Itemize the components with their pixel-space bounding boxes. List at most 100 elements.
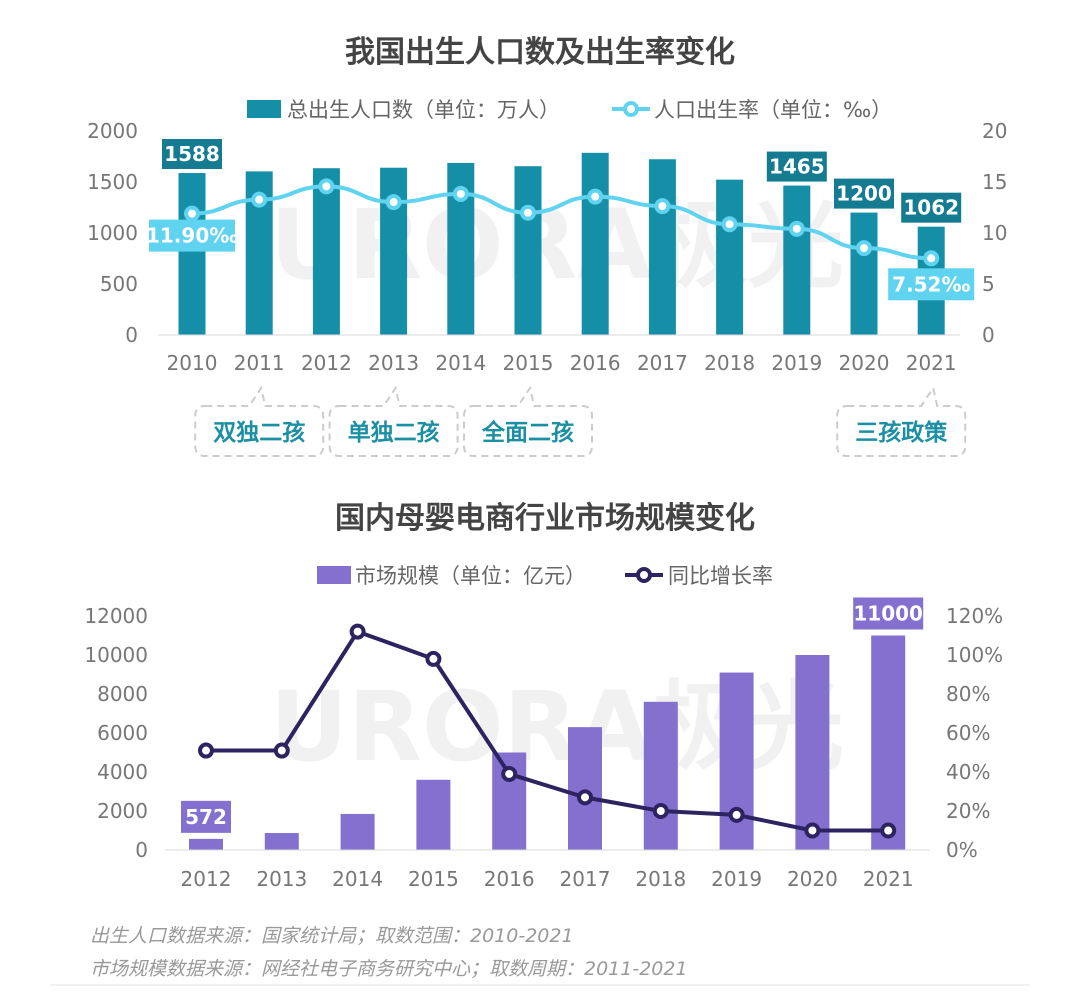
line-label-box <box>888 268 975 301</box>
birth-rate-point <box>385 194 402 211</box>
birth-rate-point <box>923 250 940 267</box>
x-tick-label: 2018 <box>704 351 755 375</box>
x-tick-label: 2013 <box>368 351 419 375</box>
x-tick-label: 2012 <box>181 867 232 891</box>
birth-bars <box>178 152 945 335</box>
right-axis-ticks-1: 0 5 10 15 20 <box>982 119 1007 347</box>
left-tick-label: 4000 <box>97 760 148 784</box>
policy-annotations: 双独二孩 单独二孩 全面二孩 三孩政策 <box>194 385 967 457</box>
bar-value-label: 1588 <box>164 142 220 166</box>
legend-line-label-1: 人口出生率（单位：‰） <box>654 98 892 122</box>
left-tick-label: 6000 <box>97 721 148 745</box>
left-tick-label: 0 <box>135 838 148 862</box>
growth-rate-point <box>577 789 593 806</box>
legend-bar-swatch-1 <box>247 100 281 118</box>
x-tick-label: 2017 <box>560 867 611 891</box>
birth-bar <box>178 173 206 335</box>
right-tick-label: 120% <box>946 604 1003 628</box>
growth-rate-path <box>206 629 889 833</box>
birth-bar <box>648 159 676 335</box>
right-tick-label: 20% <box>946 799 990 823</box>
x-tick-label: 2016 <box>484 867 535 891</box>
x-tick-label: 2021 <box>863 867 914 891</box>
birth-bar <box>380 167 408 335</box>
left-tick-label: 2000 <box>97 799 148 823</box>
left-tick-label: 500 <box>100 272 138 296</box>
x-tick-label: 2013 <box>256 867 307 891</box>
bar-value-label: 1062 <box>903 196 959 220</box>
left-axis-ticks-2: 0 2000 4000 6000 8000 10000 12000 <box>84 604 148 862</box>
market-bar <box>871 635 906 850</box>
x-tick-label: 2011 <box>234 351 285 375</box>
birth-bar <box>716 179 744 335</box>
policy-label: 双独二孩 <box>213 419 305 446</box>
line-label-box <box>149 219 235 252</box>
birth-bar <box>312 168 340 335</box>
policy-callout-box <box>836 385 967 457</box>
birth-rate-point <box>587 188 604 205</box>
birth-rate-point <box>520 204 536 221</box>
watermark-2: URORA极光 <box>270 671 844 783</box>
left-tick-label: 1500 <box>87 170 138 194</box>
bar-label-box <box>162 139 222 170</box>
birth-bar <box>581 152 609 335</box>
x-tick-label: 2019 <box>711 867 762 891</box>
footnote-market-source: 市场规模数据来源：网经社电子商务研究中心；取数周期：2011-2021 <box>90 958 688 980</box>
left-tick-label: 10000 <box>84 643 148 667</box>
growth-rate-point <box>425 650 442 667</box>
birth-rate-point <box>856 240 872 257</box>
birth-rate-point <box>654 198 671 215</box>
policy-label: 单独二孩 <box>348 419 440 446</box>
bar-value-label: 1200 <box>836 182 892 206</box>
policy-callout-box <box>194 385 325 457</box>
market-bar <box>189 838 223 850</box>
right-tick-label: 60% <box>946 721 990 745</box>
right-tick-label: 15 <box>982 170 1007 194</box>
left-tick-label: 8000 <box>97 682 148 706</box>
right-tick-label: 5 <box>982 272 995 296</box>
growth-rate-point <box>728 806 745 823</box>
birth-rate-point <box>452 185 469 202</box>
growth-rate-point <box>349 623 366 640</box>
right-tick-label: 0% <box>946 838 978 862</box>
legend-bar-swatch-2 <box>317 566 351 584</box>
bar-label-box <box>834 178 894 209</box>
left-tick-label: 1000 <box>87 221 138 245</box>
growth-rate-point <box>198 742 214 759</box>
line-value-label: 7.52‰ <box>892 272 970 296</box>
legend-line-marker-2 <box>636 567 652 583</box>
line-value-label: 11.90‰ <box>146 224 238 248</box>
growth-rate-point <box>804 822 821 839</box>
x-tick-label: 2020 <box>839 351 890 375</box>
bar-label-box <box>181 800 231 833</box>
right-tick-label: 80% <box>946 682 990 706</box>
left-tick-label: 2000 <box>87 119 138 143</box>
market-bar <box>568 727 602 850</box>
birth-chart: URORA极光 我国出生人口数及出生率变化 总出生人口数（单位：万人） 人口出生… <box>87 35 1007 457</box>
x-tick-label: 2014 <box>332 867 383 891</box>
bar-label-box <box>853 597 924 630</box>
x-tick-label: 2010 <box>167 351 218 375</box>
bar-value-label: 11000 <box>853 602 923 626</box>
market-bar <box>795 655 830 850</box>
birth-rate-point <box>184 205 200 222</box>
x-tick-label: 2021 <box>906 351 957 375</box>
birth-bar <box>783 185 811 335</box>
policy-callout-box <box>328 385 459 457</box>
right-tick-label: 100% <box>946 643 1003 667</box>
x-tick-label: 2012 <box>301 351 352 375</box>
birth-bar <box>850 212 878 335</box>
left-tick-label: 0 <box>125 323 138 347</box>
bar-value-label: 1465 <box>769 155 825 179</box>
legend-line-label-2: 同比增长率 <box>668 564 773 588</box>
left-axis-ticks-1: 0 500 1000 1500 2000 <box>87 119 138 347</box>
legend-line-marker-1 <box>623 101 639 117</box>
bar-value-label: 572 <box>185 805 227 829</box>
birth-rate-point <box>788 220 805 237</box>
growth-rate-line <box>198 623 897 839</box>
right-tick-label: 10 <box>982 221 1007 245</box>
x-tick-label: 2020 <box>787 867 838 891</box>
market-bar <box>264 833 299 850</box>
x-tick-label: 2018 <box>635 867 686 891</box>
